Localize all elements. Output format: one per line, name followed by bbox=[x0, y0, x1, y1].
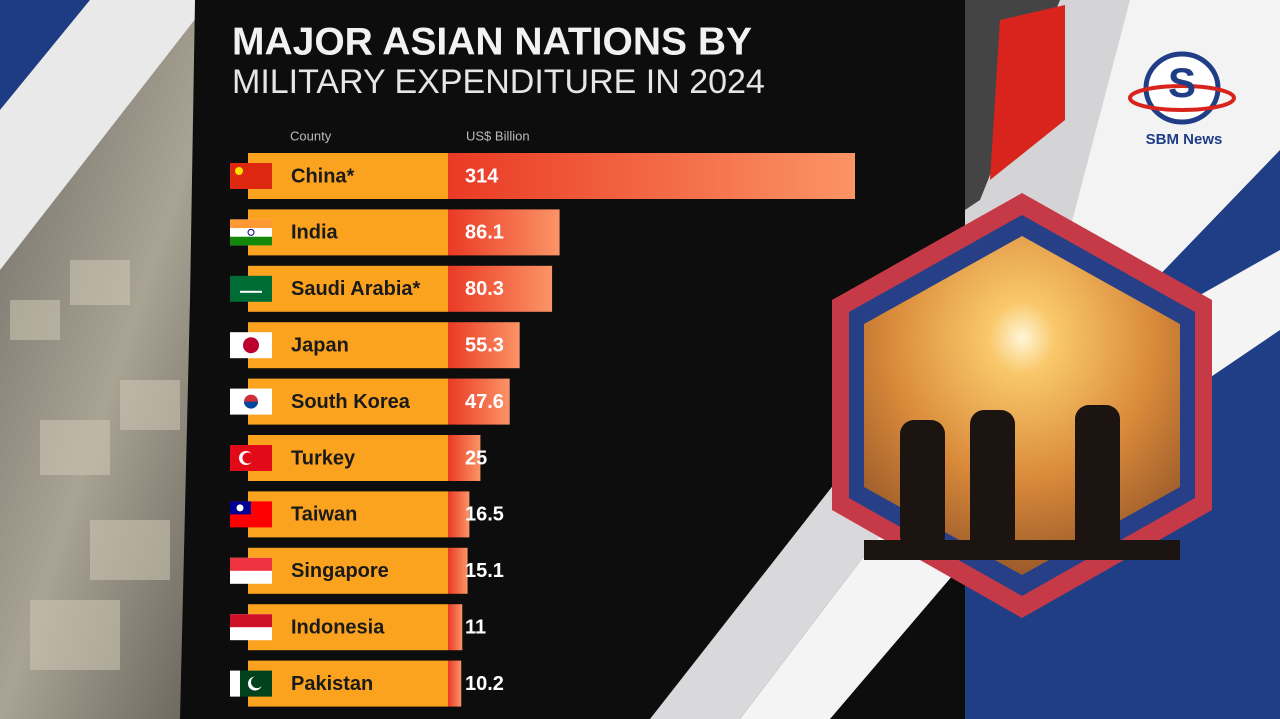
category-label: China* bbox=[291, 165, 355, 187]
label-cell bbox=[248, 660, 448, 707]
tank-texture bbox=[10, 260, 180, 670]
label-cell bbox=[248, 153, 448, 199]
corner-stripe bbox=[0, 0, 210, 270]
value-label: 86.1 bbox=[465, 222, 504, 244]
flag-photo bbox=[990, 5, 1065, 180]
value-label: 47.6 bbox=[465, 391, 504, 413]
value-label: 80.3 bbox=[465, 278, 504, 300]
flag bbox=[230, 275, 272, 302]
chart-title: MAJOR ASIAN NATIONS BY bbox=[232, 20, 752, 63]
value-label: 55.3 bbox=[465, 334, 504, 356]
flag bbox=[243, 337, 259, 354]
label-cell bbox=[248, 209, 448, 256]
flag bbox=[244, 401, 258, 409]
logo-mark bbox=[1128, 84, 1236, 112]
flag bbox=[230, 557, 272, 571]
bar bbox=[448, 491, 470, 538]
flag bbox=[251, 676, 263, 689]
bar bbox=[448, 604, 463, 651]
label-cell bbox=[248, 265, 448, 312]
bar bbox=[448, 547, 468, 594]
category-label: South Korea bbox=[291, 391, 411, 413]
category-label: Japan bbox=[291, 334, 349, 356]
label-cell bbox=[248, 378, 448, 425]
flag bbox=[230, 236, 272, 246]
label-cell bbox=[248, 322, 448, 369]
label-cell bbox=[248, 491, 448, 538]
category-label: Turkey bbox=[291, 447, 356, 469]
chart-subtitle: MILITARY EXPENDITURE IN 2024 bbox=[232, 63, 765, 101]
flag bbox=[236, 504, 244, 512]
flag bbox=[230, 614, 272, 628]
column-header: US$ Billion bbox=[466, 128, 530, 143]
value-label: 25 bbox=[465, 447, 487, 469]
category-label: India bbox=[291, 222, 339, 244]
bar bbox=[448, 660, 462, 707]
bar bbox=[448, 378, 510, 425]
bar-rows: China* 314 India 86.1 Saudi Arabia* 80.3 Japan… bbox=[230, 153, 855, 707]
value-label: 16.5 bbox=[465, 504, 504, 526]
flag bbox=[230, 670, 240, 697]
flag bbox=[242, 452, 254, 464]
value-label: 15.1 bbox=[465, 560, 504, 582]
flag bbox=[235, 167, 243, 175]
bar bbox=[448, 322, 520, 369]
logo-mark: S bbox=[1168, 59, 1196, 106]
column-header: County bbox=[290, 128, 332, 143]
soldier-silhouettes bbox=[864, 405, 1180, 560]
bar bbox=[448, 209, 560, 256]
category-label: Singapore bbox=[291, 560, 389, 582]
value-label: 11 bbox=[465, 616, 486, 638]
category-label: Pakistan bbox=[291, 673, 373, 695]
value-label: 314 bbox=[465, 165, 499, 187]
flag bbox=[230, 163, 272, 189]
flag bbox=[240, 290, 262, 293]
label-cell bbox=[248, 604, 448, 651]
value-label: 10.2 bbox=[465, 673, 504, 695]
label-cell bbox=[248, 435, 448, 481]
category-label: Saudi Arabia* bbox=[291, 278, 421, 300]
category-label: Taiwan bbox=[291, 504, 357, 526]
flag bbox=[247, 228, 255, 236]
bar bbox=[448, 265, 553, 312]
bar bbox=[448, 153, 855, 199]
label-cell bbox=[248, 547, 448, 594]
flag bbox=[230, 219, 272, 229]
category-label: Indonesia bbox=[291, 616, 385, 638]
bar bbox=[448, 435, 481, 481]
logo-text: SBM News bbox=[1146, 131, 1223, 148]
